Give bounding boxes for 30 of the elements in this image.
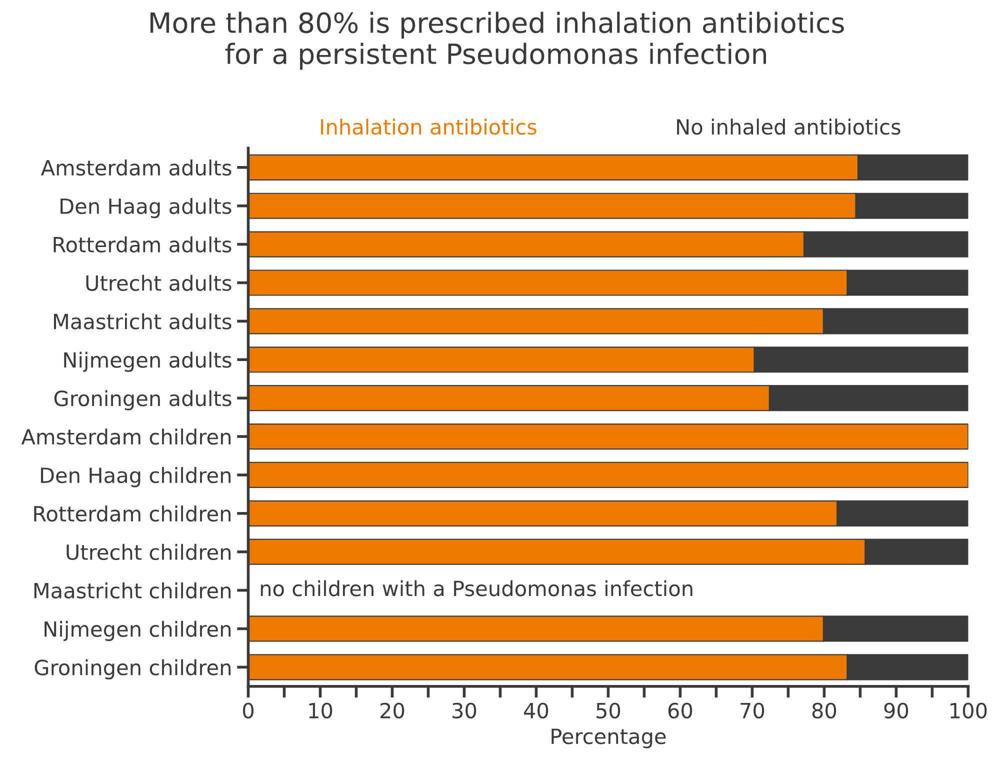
x-tick-label: 90	[884, 702, 908, 718]
x-tick-label: 50	[596, 702, 620, 718]
chart-title: More than 80% is prescribed inhalation antibiotics for a persistent Pseudomonas infection	[150, 12, 844, 70]
y-tick-label: Maastricht children	[34, 582, 231, 599]
y-tick-label: Utrecht adults	[86, 274, 232, 291]
y-tick-label: Nijmegen adults	[64, 352, 232, 372]
y-tick-label: Den Haag children	[41, 467, 231, 488]
annotation: no children with a Pseudomonas infection	[260, 580, 692, 596]
y-tick-label: Maastricht adults	[54, 313, 232, 330]
x-tick-label: 80	[812, 702, 836, 718]
y-tick-label: Amsterdam children	[21, 428, 231, 445]
y-tick-label: Amsterdam adults	[40, 160, 232, 176]
x-tick-label: 10	[309, 702, 332, 718]
x-tick-label: 40	[524, 702, 548, 718]
x-axis-title: Percentage	[552, 728, 666, 748]
y-tick-label: Groningen adults	[54, 390, 232, 410]
y-tick-label: Rotterdam adults	[54, 236, 232, 253]
y-tick-label: Nijmegen children	[44, 620, 231, 641]
x-tick-label: 30	[452, 702, 476, 718]
y-tick-label: Rotterdam children	[34, 505, 231, 522]
x-tick-label: 70	[740, 702, 764, 718]
x-tick-label: 100	[950, 702, 987, 718]
y-tick-label: Utrecht children	[66, 544, 231, 560]
y-tick-label: Den Haag adults	[60, 198, 232, 218]
x-tick-label: 0	[242, 702, 254, 718]
y-tick-label: Groningen children	[34, 659, 231, 680]
series-label: Inhalation antibiotics	[321, 118, 536, 135]
x-tick-label: 60	[668, 702, 692, 718]
series-label: No inhaled antibiotics	[677, 118, 900, 135]
x-tick-label: 20	[380, 702, 404, 718]
